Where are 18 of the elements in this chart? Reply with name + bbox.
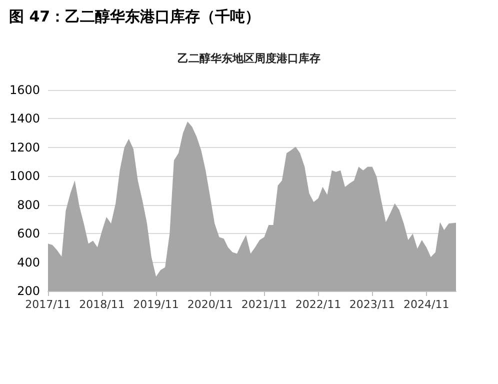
y-tick-label: 1400	[9, 112, 40, 126]
chart-title: 图 47：乙二醇华东港口库存（千吨）	[9, 8, 260, 26]
x-tick-label: 2018/11	[79, 298, 125, 311]
y-tick-label: 400	[17, 255, 40, 270]
x-tick-label: 2021/11	[241, 298, 288, 311]
x-tick-label: 2024/11	[404, 298, 450, 311]
y-tick-label: 1200	[9, 140, 40, 154]
y-tick-label: 800	[17, 198, 40, 212]
y-tick-label: 1000	[9, 169, 40, 184]
y-tick-label: 200	[17, 284, 40, 298]
y-tick-label: 600	[17, 226, 40, 241]
x-tick-label: 2022/11	[295, 298, 342, 311]
x-tick-label: 2017/11	[25, 298, 71, 311]
y-tick-label: 1600	[9, 83, 40, 97]
x-tick-label: 2019/11	[133, 298, 179, 311]
x-tick-label: 2020/11	[187, 298, 234, 311]
x-tick-label: 2023/11	[349, 298, 396, 311]
chart-subtitle: 乙二醇华东地区周度港口库存	[178, 52, 320, 65]
